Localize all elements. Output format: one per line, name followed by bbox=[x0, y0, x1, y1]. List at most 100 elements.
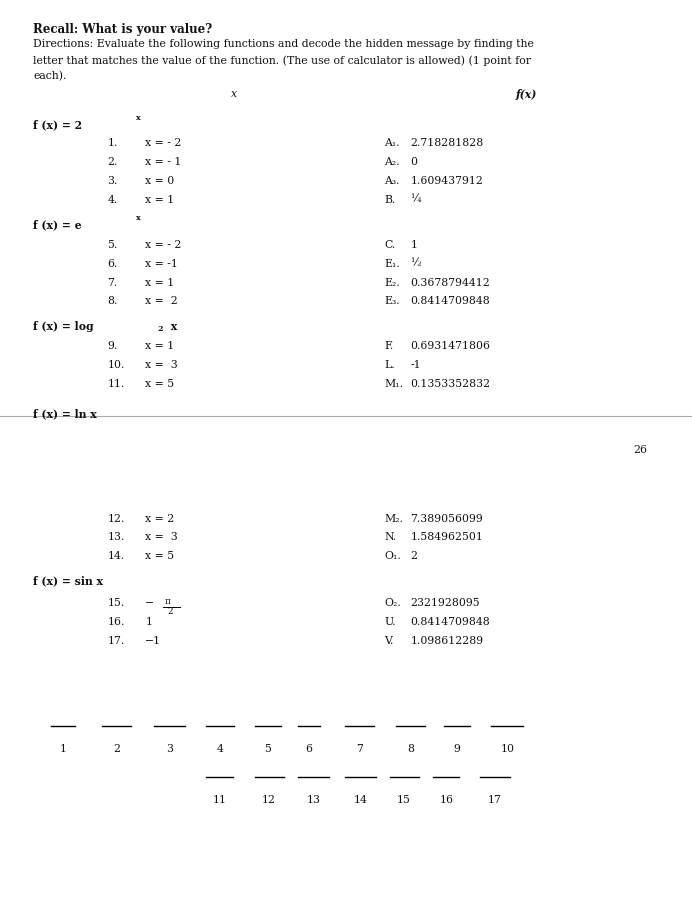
Text: 2: 2 bbox=[113, 744, 120, 754]
Text: 6: 6 bbox=[305, 744, 312, 754]
Text: 13.: 13. bbox=[107, 532, 125, 542]
Text: 7.389056099: 7.389056099 bbox=[410, 514, 483, 523]
Text: A₃.: A₃. bbox=[384, 176, 399, 186]
Text: x = 5: x = 5 bbox=[145, 379, 174, 389]
Text: 1.584962501: 1.584962501 bbox=[410, 532, 483, 542]
Text: 0.8414709848: 0.8414709848 bbox=[410, 296, 490, 306]
Text: x =  3: x = 3 bbox=[145, 532, 178, 542]
Text: Directions: Evaluate the following functions and decode the hidden message by fi: Directions: Evaluate the following funct… bbox=[33, 39, 534, 49]
Text: f (x) = e: f (x) = e bbox=[33, 219, 82, 230]
Text: 8.: 8. bbox=[107, 296, 118, 306]
Text: x = - 2: x = - 2 bbox=[145, 240, 182, 250]
Text: f (x) = sin x: f (x) = sin x bbox=[33, 576, 103, 587]
Text: A₁.: A₁. bbox=[384, 138, 400, 148]
Text: x =  3: x = 3 bbox=[145, 360, 178, 370]
Text: Recall: What is your value?: Recall: What is your value? bbox=[33, 23, 212, 35]
Text: x = 0: x = 0 bbox=[145, 176, 174, 186]
Text: x = 1: x = 1 bbox=[145, 195, 174, 205]
Text: 2: 2 bbox=[167, 607, 173, 616]
Text: 9.: 9. bbox=[107, 341, 118, 351]
Text: 0.3678794412: 0.3678794412 bbox=[410, 278, 490, 287]
Text: 12.: 12. bbox=[107, 514, 125, 523]
Text: 15: 15 bbox=[397, 795, 411, 805]
Text: 14.: 14. bbox=[107, 551, 125, 561]
Text: 16.: 16. bbox=[107, 617, 125, 627]
Text: f (x) = ln x: f (x) = ln x bbox=[33, 408, 97, 419]
Text: x: x bbox=[136, 114, 140, 122]
Text: 5.: 5. bbox=[107, 240, 118, 250]
Text: x = 1: x = 1 bbox=[145, 341, 174, 351]
Text: x =  2: x = 2 bbox=[145, 296, 178, 306]
Text: E₃.: E₃. bbox=[384, 296, 400, 306]
Text: 1: 1 bbox=[410, 240, 417, 250]
Text: B.: B. bbox=[384, 195, 395, 205]
Text: 4.: 4. bbox=[107, 195, 118, 205]
Text: F.: F. bbox=[384, 341, 393, 351]
Text: O₁.: O₁. bbox=[384, 551, 401, 561]
Text: 10: 10 bbox=[500, 744, 514, 754]
Text: 0.1353352832: 0.1353352832 bbox=[410, 379, 491, 389]
Text: L.: L. bbox=[384, 360, 394, 370]
Text: x = 5: x = 5 bbox=[145, 551, 174, 561]
Text: 3: 3 bbox=[166, 744, 173, 754]
Text: A₂.: A₂. bbox=[384, 157, 400, 167]
Text: x = 1: x = 1 bbox=[145, 278, 174, 287]
Text: 15.: 15. bbox=[107, 598, 125, 608]
Text: M₂.: M₂. bbox=[384, 514, 403, 523]
Text: x = - 2: x = - 2 bbox=[145, 138, 182, 148]
Text: 1: 1 bbox=[60, 744, 66, 754]
Text: 14: 14 bbox=[354, 795, 367, 805]
Text: x = -1: x = -1 bbox=[145, 259, 179, 268]
Text: O₂.: O₂. bbox=[384, 598, 401, 608]
Text: x: x bbox=[167, 321, 177, 332]
Text: x: x bbox=[231, 89, 237, 99]
Text: U.: U. bbox=[384, 617, 396, 627]
Text: 13: 13 bbox=[307, 795, 320, 805]
Text: letter that matches the value of the function. (The use of calculator is allowed: letter that matches the value of the fun… bbox=[33, 55, 531, 66]
Text: M₁.: M₁. bbox=[384, 379, 403, 389]
Text: 17.: 17. bbox=[107, 636, 125, 646]
Text: N.: N. bbox=[384, 532, 397, 542]
Text: 9: 9 bbox=[453, 744, 460, 754]
Text: 5: 5 bbox=[264, 744, 271, 754]
Text: x = - 1: x = - 1 bbox=[145, 157, 182, 167]
Text: f (x) = log: f (x) = log bbox=[33, 321, 94, 332]
Text: 17: 17 bbox=[488, 795, 502, 805]
Text: 1.: 1. bbox=[107, 138, 118, 148]
Text: E₁.: E₁. bbox=[384, 259, 400, 268]
Text: 11: 11 bbox=[212, 795, 226, 805]
Text: 7.: 7. bbox=[107, 278, 118, 287]
Text: C.: C. bbox=[384, 240, 395, 250]
Text: 2: 2 bbox=[410, 551, 417, 561]
Text: 3.: 3. bbox=[107, 176, 118, 186]
Text: 1.609437912: 1.609437912 bbox=[410, 176, 483, 186]
Text: 12: 12 bbox=[262, 795, 276, 805]
Text: x: x bbox=[136, 214, 140, 222]
Text: π: π bbox=[165, 597, 170, 606]
Text: 2: 2 bbox=[158, 325, 163, 333]
Text: −1: −1 bbox=[145, 636, 161, 646]
Text: 1: 1 bbox=[145, 617, 152, 627]
Text: 2321928095: 2321928095 bbox=[410, 598, 480, 608]
Text: f (x) = 2: f (x) = 2 bbox=[33, 119, 82, 130]
Text: 16: 16 bbox=[439, 795, 453, 805]
Text: −: − bbox=[145, 598, 154, 608]
Text: f(x): f(x) bbox=[516, 89, 536, 100]
Text: 0: 0 bbox=[410, 157, 417, 167]
Text: each).: each). bbox=[33, 71, 66, 81]
Text: 0.8414709848: 0.8414709848 bbox=[410, 617, 490, 627]
Text: 2.: 2. bbox=[107, 157, 118, 167]
Text: -1: -1 bbox=[410, 360, 421, 370]
Text: V.: V. bbox=[384, 636, 394, 646]
Text: 11.: 11. bbox=[107, 379, 125, 389]
Text: ¼: ¼ bbox=[410, 195, 421, 205]
Text: x = 2: x = 2 bbox=[145, 514, 174, 523]
Text: 1.098612289: 1.098612289 bbox=[410, 636, 484, 646]
Text: E₂.: E₂. bbox=[384, 278, 400, 287]
Text: 6.: 6. bbox=[107, 259, 118, 268]
Text: ½: ½ bbox=[410, 259, 421, 268]
Text: 10.: 10. bbox=[107, 360, 125, 370]
Text: 2.718281828: 2.718281828 bbox=[410, 138, 484, 148]
Text: 26: 26 bbox=[633, 445, 647, 455]
Text: 0.6931471806: 0.6931471806 bbox=[410, 341, 491, 351]
